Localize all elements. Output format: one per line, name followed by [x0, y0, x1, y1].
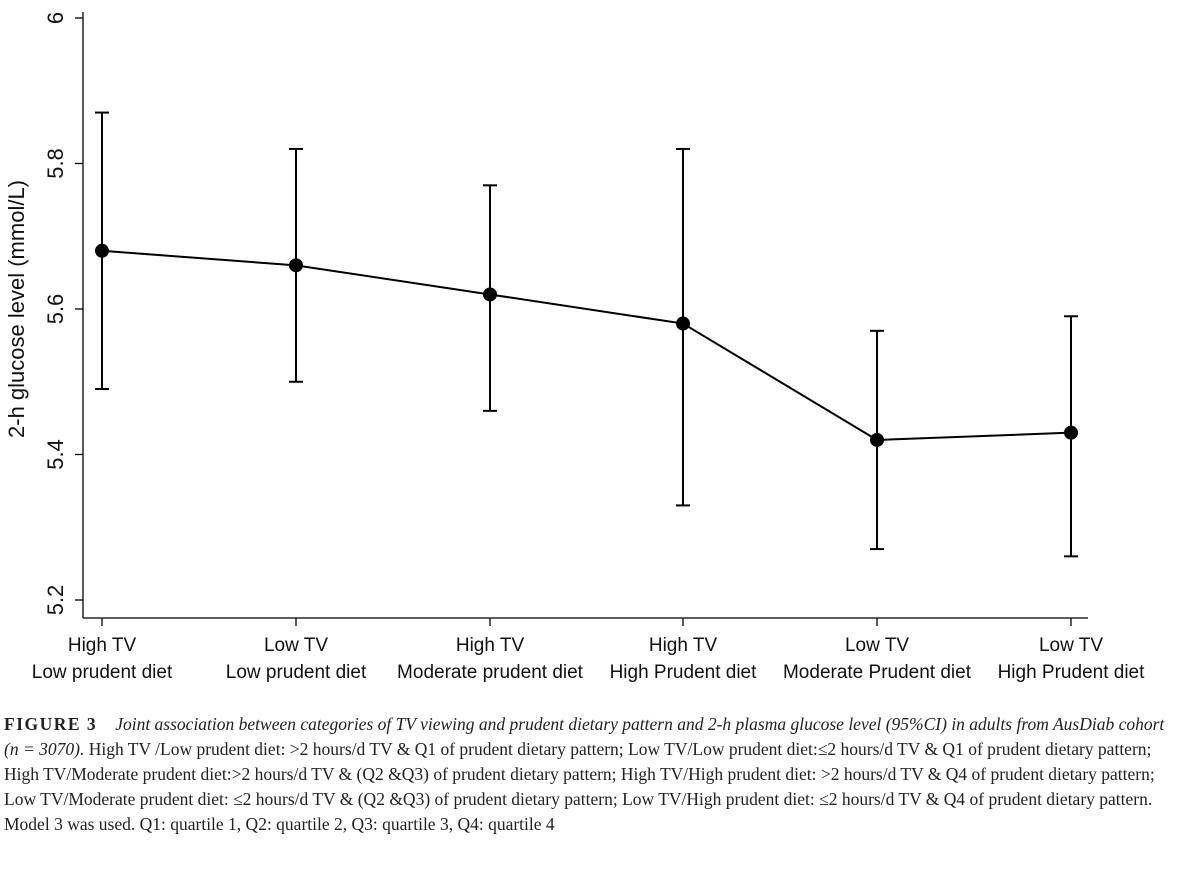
x-label-line2-2: Low prudent diet: [226, 662, 367, 683]
data-point-5: [870, 432, 884, 447]
x-label-line1-5: Low TV: [845, 635, 909, 656]
x-label-line2-1: Low prudent diet: [32, 662, 173, 683]
x-label-line2-6: High Prudent diet: [998, 662, 1146, 683]
x-label-line1-3: High TV: [456, 635, 525, 656]
x-label-line1-4: High TV: [649, 635, 718, 656]
series-line: [95, 243, 1078, 447]
error-bars: [95, 111, 1078, 558]
data-point-6: [1064, 425, 1078, 440]
x-label-line2-4: High Prudent diet: [610, 662, 758, 683]
y-tick-label: 5.2: [43, 585, 68, 616]
glucose-chart: 5.2 5.4 5.6 5.8 6 High TV Low prudent diet Low…: [4, 12, 1145, 683]
y-tick-label: 5.6: [43, 294, 68, 325]
x-tick-labels: High TV Low prudent diet Low TV Low prudent…: [32, 635, 1145, 683]
y-axis-label: 2-h glucose level (mmol/L): [4, 180, 29, 438]
x-label-line1-1: High TV: [68, 635, 137, 656]
data-point-2: [289, 258, 303, 273]
data-point-1: [95, 243, 109, 258]
mean-line: [101, 249, 1072, 441]
y-tick-label: 5.4: [43, 439, 68, 470]
axes: 5.2 5.4 5.6 5.8 6: [43, 12, 1088, 626]
data-point-4: [676, 316, 690, 331]
x-label-line1-6: Low TV: [1039, 635, 1103, 656]
figure-label: FIGURE 3: [4, 714, 98, 734]
y-tick-label: 6: [43, 12, 68, 24]
caption-title: Joint association between categories of …: [4, 714, 1165, 759]
figure-caption: FIGURE 3 Joint association between catego…: [4, 712, 1176, 837]
y-tick-label: 5.8: [43, 148, 68, 179]
x-label-line2-5: Moderate Prudent diet: [783, 662, 972, 683]
x-label-line2-3: Moderate prudent diet: [397, 662, 584, 683]
x-label-line1-2: Low TV: [264, 635, 328, 656]
data-point-3: [483, 287, 497, 302]
caption-body: High TV /Low prudent diet: >2 hours/d TV…: [4, 739, 1155, 834]
